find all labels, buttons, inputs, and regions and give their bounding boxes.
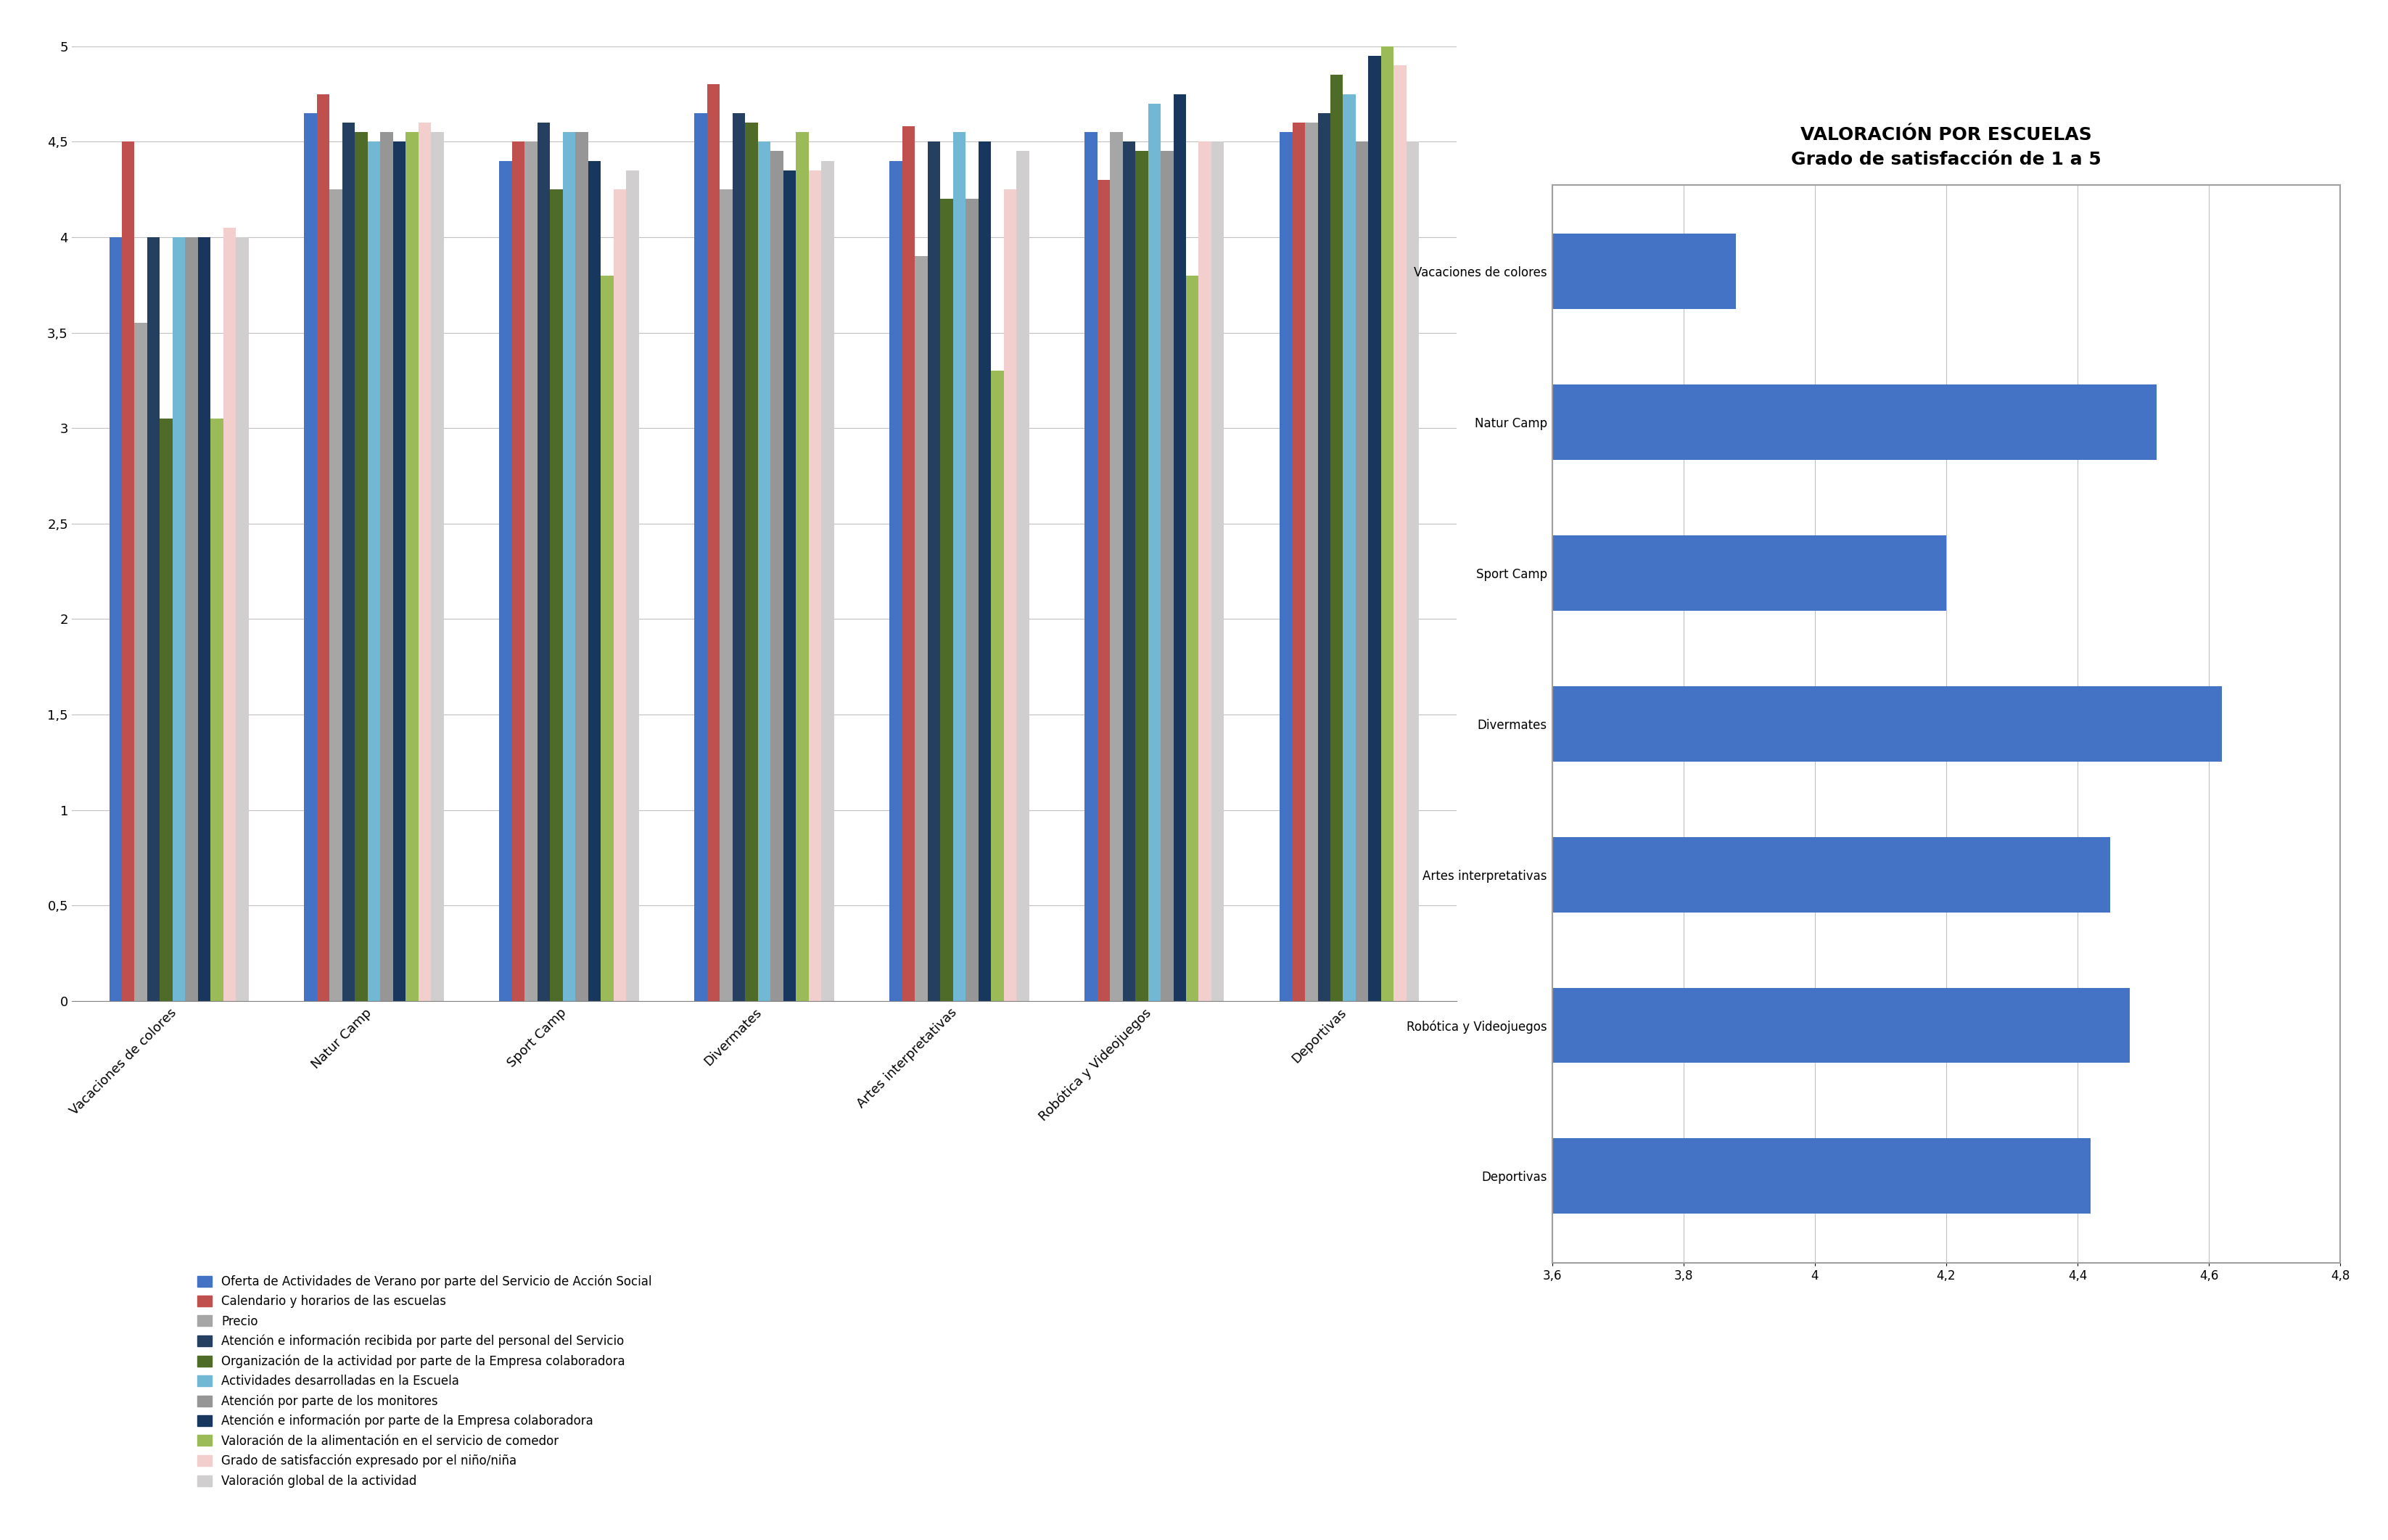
- Bar: [707, 85, 719, 1001]
- Bar: [953, 132, 965, 1001]
- Bar: [148, 237, 160, 1001]
- Bar: [380, 132, 394, 1001]
- Bar: [1330, 75, 1342, 1001]
- Bar: [602, 276, 614, 1001]
- Bar: [1552, 987, 2130, 1063]
- Bar: [810, 171, 821, 1001]
- Bar: [1368, 55, 1380, 1001]
- Bar: [1292, 123, 1304, 1001]
- Bar: [318, 94, 330, 1001]
- Bar: [172, 237, 186, 1001]
- Bar: [198, 237, 210, 1001]
- Bar: [795, 132, 810, 1001]
- Bar: [757, 142, 771, 1001]
- Bar: [341, 123, 356, 1001]
- Bar: [110, 237, 122, 1001]
- Bar: [991, 371, 1003, 1001]
- Bar: [1318, 112, 1330, 1001]
- Bar: [1356, 142, 1368, 1001]
- Bar: [1552, 836, 2111, 912]
- Bar: [1552, 1138, 2090, 1214]
- Bar: [771, 151, 783, 1001]
- Bar: [1407, 142, 1418, 1001]
- Legend: Oferta de Actividades de Verano por parte del Servicio de Acción Social, Calenda: Oferta de Actividades de Verano por part…: [198, 1275, 652, 1488]
- Bar: [210, 419, 224, 1001]
- Bar: [122, 142, 134, 1001]
- Bar: [1552, 234, 1736, 310]
- Bar: [303, 112, 318, 1001]
- Bar: [564, 132, 576, 1001]
- Bar: [406, 132, 418, 1001]
- Bar: [888, 160, 903, 1001]
- Bar: [719, 189, 733, 1001]
- Bar: [1161, 151, 1173, 1001]
- Bar: [432, 132, 444, 1001]
- Bar: [418, 123, 432, 1001]
- Bar: [1096, 180, 1110, 1001]
- Bar: [1003, 189, 1017, 1001]
- Bar: [1134, 151, 1149, 1001]
- Bar: [915, 256, 927, 1001]
- Bar: [745, 123, 757, 1001]
- Bar: [1122, 142, 1134, 1001]
- Bar: [511, 142, 525, 1001]
- Bar: [1552, 687, 2221, 761]
- Bar: [549, 189, 564, 1001]
- Bar: [1199, 142, 1211, 1001]
- Bar: [903, 126, 915, 1001]
- Bar: [587, 160, 602, 1001]
- Bar: [1552, 385, 2156, 460]
- Bar: [1017, 151, 1029, 1001]
- Bar: [1395, 65, 1407, 1001]
- Bar: [821, 160, 833, 1001]
- Bar: [614, 189, 626, 1001]
- Bar: [356, 132, 368, 1001]
- Bar: [224, 228, 236, 1001]
- Bar: [1211, 142, 1225, 1001]
- Bar: [927, 142, 941, 1001]
- Bar: [1552, 536, 1946, 611]
- Bar: [576, 132, 587, 1001]
- Bar: [236, 237, 248, 1001]
- Bar: [330, 189, 341, 1001]
- Bar: [368, 142, 380, 1001]
- Bar: [733, 112, 745, 1001]
- Bar: [979, 142, 991, 1001]
- Bar: [537, 123, 549, 1001]
- Bar: [1280, 132, 1292, 1001]
- Bar: [499, 160, 511, 1001]
- Bar: [1552, 185, 2340, 1263]
- Bar: [1342, 94, 1356, 1001]
- Bar: [965, 199, 979, 1001]
- Bar: [626, 171, 640, 1001]
- Bar: [1110, 132, 1122, 1001]
- Bar: [160, 419, 172, 1001]
- Bar: [1380, 46, 1395, 1001]
- Bar: [695, 112, 707, 1001]
- Bar: [1149, 103, 1161, 1001]
- Bar: [394, 142, 406, 1001]
- Bar: [1084, 132, 1096, 1001]
- Bar: [1187, 276, 1199, 1001]
- Bar: [1173, 94, 1187, 1001]
- Bar: [186, 237, 198, 1001]
- Bar: [1304, 123, 1318, 1001]
- Bar: [783, 171, 795, 1001]
- Title: VALORACIÓN POR ESCUELAS
Grado de satisfacción de 1 a 5: VALORACIÓN POR ESCUELAS Grado de satisfa…: [1791, 126, 2101, 168]
- Bar: [134, 323, 148, 1001]
- Bar: [941, 199, 953, 1001]
- Bar: [525, 142, 537, 1001]
